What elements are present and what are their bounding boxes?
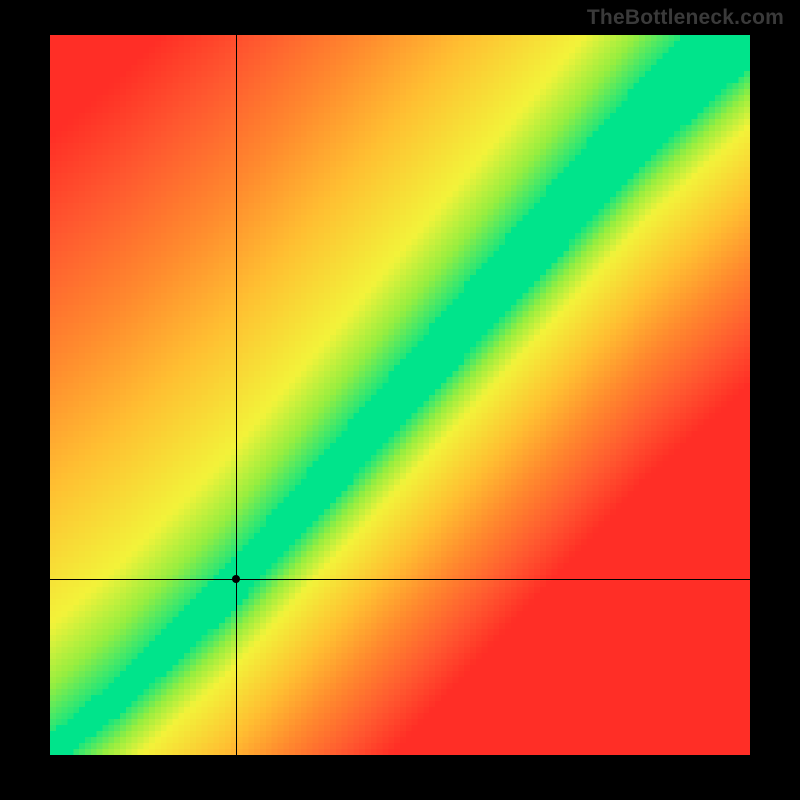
crosshair-horizontal: [50, 579, 750, 580]
heatmap-canvas: [50, 35, 750, 755]
crosshair-vertical: [236, 35, 237, 755]
watermark-text: TheBottleneck.com: [587, 6, 784, 30]
plot-area: [50, 35, 750, 755]
marker-dot: [232, 575, 240, 583]
